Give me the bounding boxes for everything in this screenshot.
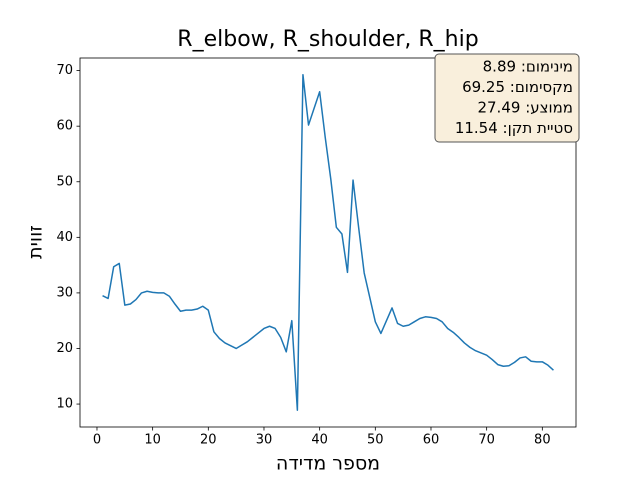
plot-frame xyxy=(79,57,577,428)
x-axis-label: מספר מדידה xyxy=(276,453,380,475)
x-tick-label: 0 xyxy=(93,433,101,448)
x-tick-label: 70 xyxy=(478,433,495,448)
y-tick-label: 10 xyxy=(56,397,73,412)
y-tick-label: 30 xyxy=(56,285,73,300)
x-tick-label: 40 xyxy=(311,433,328,448)
y-axis-label: זווית xyxy=(25,225,47,259)
x-tick-label: 50 xyxy=(367,433,384,448)
y-tick-label: 50 xyxy=(56,174,73,189)
y-tick-label: 60 xyxy=(56,119,73,134)
x-tick-label: 20 xyxy=(200,433,217,448)
y-tick-label: 40 xyxy=(56,230,73,245)
stats-box xyxy=(434,53,580,143)
data-line xyxy=(102,74,554,411)
x-tick-label: 60 xyxy=(423,433,440,448)
stats-text: מינימום: 8.89 xyxy=(483,58,573,76)
y-tick-label: 20 xyxy=(56,341,73,356)
stats-text: מקסימום: 69.25 xyxy=(462,78,573,96)
y-tick-label: 70 xyxy=(56,63,73,78)
x-tick-label: 10 xyxy=(144,433,161,448)
stats-text: ממוצע: 27.49 xyxy=(477,99,573,117)
stats-text: סטיית תקן: 11.54 xyxy=(455,119,573,137)
x-tick-label: 30 xyxy=(256,433,273,448)
x-tick-label: 80 xyxy=(534,433,551,448)
chart-title: R_elbow, R_shoulder, R_hip xyxy=(177,27,478,52)
